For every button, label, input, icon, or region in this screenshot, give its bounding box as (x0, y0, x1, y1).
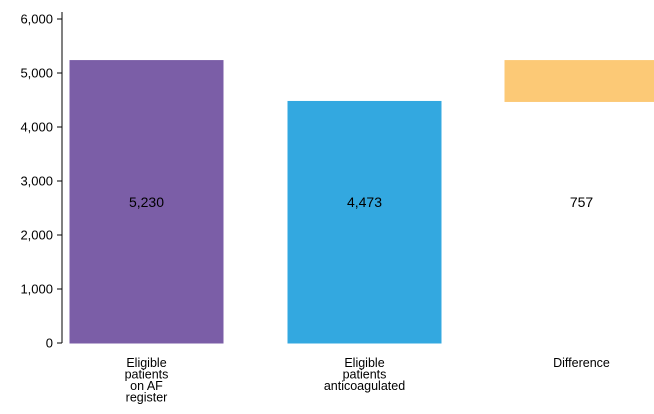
x-category-label: anticoagulated (324, 379, 405, 393)
bar-value-label: 757 (570, 194, 594, 210)
y-tick-label: 4,000 (20, 120, 53, 135)
bar-3 (504, 60, 654, 102)
bars (69, 60, 654, 344)
x-category-label: patients (343, 368, 387, 382)
bar-1 (69, 60, 224, 344)
y-tick-label: 6,000 (20, 12, 53, 27)
x-category-label: register (126, 391, 168, 405)
bar-value-label: 4,473 (347, 194, 382, 210)
y-tick-label: 2,000 (20, 228, 53, 243)
y-tick-label: 3,000 (20, 174, 53, 189)
x-category-label: on AF (130, 379, 163, 393)
bar-value-label: 5,230 (129, 194, 164, 210)
y-tick-label: 1,000 (20, 282, 53, 297)
x-category-label: Difference (553, 356, 610, 370)
x-category-label: patients (125, 368, 169, 382)
x-category-label: Eligible (344, 356, 384, 370)
y-axis: 0 1,000 2,000 3,000 4,000 5,000 6,000 (20, 12, 63, 351)
data-labels: 5,230 4,473 757 (129, 194, 593, 210)
bar-2 (287, 100, 442, 344)
y-tick-label: 5,000 (20, 66, 53, 81)
y-tick-label: 0 (46, 336, 53, 351)
x-category-label: Eligible (126, 356, 166, 370)
